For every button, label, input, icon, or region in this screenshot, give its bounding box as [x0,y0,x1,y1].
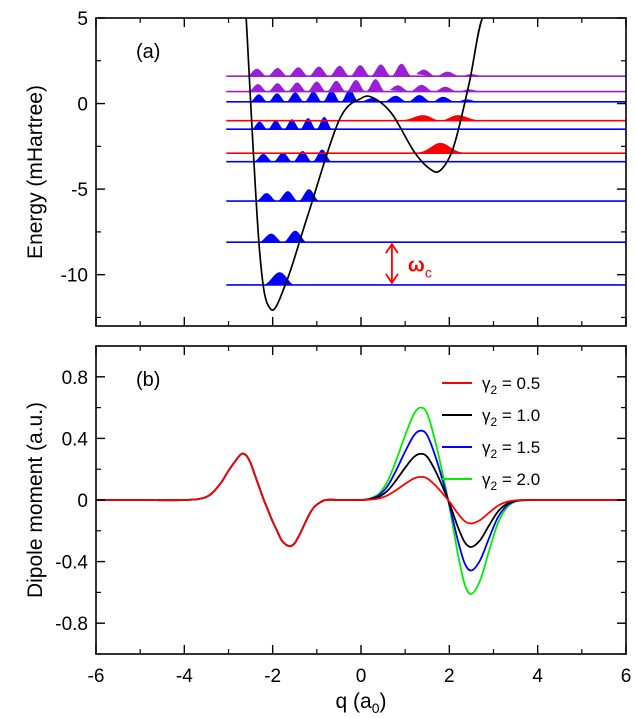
panel-b-label: (b) [136,369,160,391]
legend-gamma-subscript-1: 2 [491,415,498,429]
omega-c-label: ωc [408,255,432,281]
b-x-tick-label-6: 6 [621,666,632,687]
legend-gamma-subscript-3: 2 [491,479,498,493]
panel-a-plot-area [226,18,626,311]
b-y-tick-label-1: 0.4 [62,429,89,450]
b-y-tick-label-4: -0.8 [55,614,88,635]
omega-arrow-head-bottom [385,273,399,285]
b-y-tick-label-3: -0.4 [55,553,88,574]
b-x-tick-label-0: -6 [88,666,105,687]
density-lobe-3 [233,149,352,162]
panel-b-plot-area [96,406,626,595]
b-x-tick-label-5: 4 [532,666,543,687]
b-x-tick-label-4: 2 [444,666,455,687]
density-lobe-8 [228,79,485,92]
panel-a: 5 0 -5 -10 (a) Energy (mHartree) ωc [24,9,627,327]
a-y-tick-label-2: -5 [71,180,88,201]
density-lobe-6 [387,115,493,121]
legend-label-2: γ2 = 1.5 [482,438,540,461]
legend-value-1: = 1.0 [497,406,540,425]
legend: γ2 = 0.5γ2 = 1.0γ2 = 1.5γ2 = 2.0 [442,374,540,493]
x-axis-title-main: q (a [336,690,373,713]
panel-a-label: (a) [136,41,160,63]
legend-gamma-2: γ [482,438,491,457]
legend-value-3: = 2.0 [497,470,540,489]
omega-annotation: ωc [385,242,432,285]
a-y-tick-label-3: -10 [61,266,88,287]
density-lobe-2 [235,189,340,202]
panel-a-frame [95,17,627,327]
b-y-tick-label-0: 0.8 [62,368,88,389]
omega-arrow-head-top [385,242,399,254]
omega-subscript: c [425,265,432,281]
panel-a-y-axis-title: Energy (mHartree) [24,85,47,259]
x-axis-title: q (a0) [336,690,387,716]
a-y-tick-label-0: 5 [77,9,88,30]
panel-b-y-axis-title: Dipole moment (a.u.) [24,402,47,598]
density-lobe-7 [229,89,485,102]
density-lobe-5 [231,116,353,130]
density-lobe-9 [226,63,485,77]
b-x-tick-label-3: 0 [356,666,367,687]
series-line-0 [96,452,626,548]
legend-gamma-3: γ [482,470,491,489]
legend-gamma-1: γ [482,406,491,425]
b-y-tick-label-2: 0 [77,491,88,512]
panel-b-frame [95,345,627,655]
panel-b-ticks: -6 -4 -2 0 2 4 6 0.8 0.4 0 -0.4 -0.8 [55,345,632,687]
legend-label-0: γ2 = 0.5 [482,374,540,397]
density-lobe-1 [238,230,327,243]
potential-curve [245,18,498,311]
legend-label-1: γ2 = 1.0 [482,406,540,429]
legend-value-0: = 0.5 [497,374,540,393]
a-y-tick-label-1: 0 [77,95,88,116]
legend-gamma-subscript-0: 2 [491,383,498,397]
legend-gamma-subscript-2: 2 [491,447,498,461]
omega-symbol: ω [408,255,425,277]
panel-b: -6 -4 -2 0 2 4 6 0.8 0.4 0 -0.4 -0.8 (b) Dipole mom… [24,345,632,716]
x-axis-title-subscript: 0 [372,700,380,716]
b-x-tick-label-2: -2 [264,666,281,687]
legend-label-3: γ2 = 2.0 [482,470,540,493]
density-lobe-0 [242,272,315,285]
legend-value-2: = 1.5 [497,438,540,457]
legend-gamma-0: γ [482,374,491,393]
panel-a-ticks: 5 0 -5 -10 [61,9,627,326]
density-lobe-4 [387,142,493,154]
b-x-tick-label-1: -4 [176,666,193,687]
x-axis-title-suffix: ) [379,690,386,713]
